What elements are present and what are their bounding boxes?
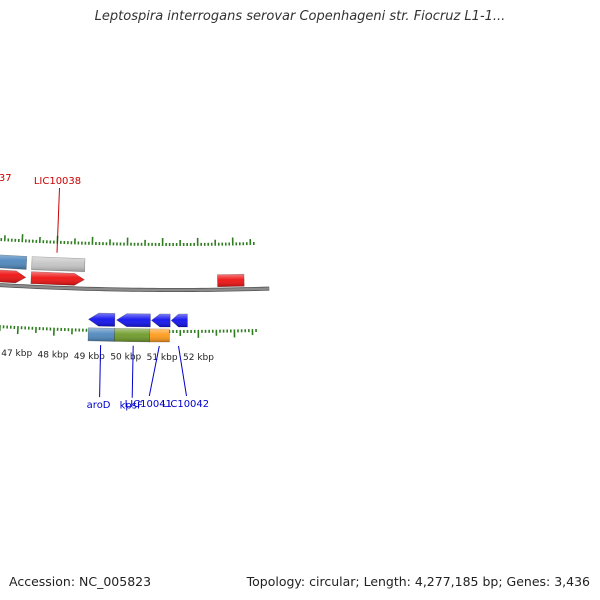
genome-summary-text: Topology: circular; Length: 4,277,185 bp…	[246, 574, 590, 589]
leader-line	[148, 345, 160, 397]
gene-label-kpsf[interactable]: kpsF	[120, 345, 143, 412]
feature-red-gene-3[interactable]	[0, 268, 27, 284]
gene-label-lic10037[interactable]: LIC10037	[0, 173, 12, 249]
gene-label-text: LIC10042	[162, 399, 209, 410]
feature-shading	[30, 271, 85, 286]
feature-shading	[171, 313, 188, 327]
feature-shading	[0, 254, 27, 270]
feature-shading	[149, 328, 170, 342]
feature-olive-cds-bottom[interactable]	[114, 328, 150, 343]
feature-blue-gene-3[interactable]	[151, 313, 171, 328]
feature-blue-gene-2[interactable]	[116, 313, 151, 328]
feature-red-gene-4[interactable]	[30, 271, 85, 286]
gene-label-text: LIC10037	[0, 173, 12, 184]
feature-steel-cds-top[interactable]	[0, 253, 28, 270]
feature-shading	[114, 328, 150, 342]
feature-shading	[151, 313, 171, 327]
scale-label: 47 kbp	[1, 349, 32, 359]
scale-label: 52 kbp	[183, 353, 214, 363]
feature-shading	[217, 274, 245, 287]
backbone-layer	[0, 283, 270, 292]
feature-silver-cds-top[interactable]	[31, 256, 86, 272]
gene-label-lic10038[interactable]: LIC10038	[34, 176, 81, 253]
scale-label: 49 kbp	[74, 352, 105, 362]
feature-red-gene-5[interactable]	[217, 273, 245, 288]
scale-label: 50 kbp	[110, 353, 141, 363]
backbone-line	[0, 283, 270, 292]
leader-line	[56, 187, 60, 253]
feature-steel-cds-bottom[interactable]	[87, 327, 115, 342]
gene-label-arod[interactable]: aroD	[87, 345, 111, 411]
feature-shading	[31, 256, 85, 272]
gene-label-text: LIC10041	[125, 399, 172, 410]
accession-text: Accession: NC_005823	[9, 574, 152, 589]
map-title: Leptospira interrogans serovar Copenhage…	[94, 9, 506, 24]
gene-label-text: kpsF	[120, 401, 143, 412]
label-layer: LIC10036LIC10037LIC10038aroDkpsFLIC10041…	[0, 173, 209, 412]
feature-blue-gene-1[interactable]	[88, 312, 116, 327]
gene-label-lic10042[interactable]: LIC10042	[162, 345, 209, 410]
scale-label: 48 kbp	[38, 351, 69, 361]
leader-line	[178, 345, 187, 397]
feature-shading	[116, 313, 151, 327]
leader-line	[99, 345, 102, 398]
feature-shading	[88, 313, 115, 327]
feature-blue-gene-4[interactable]	[170, 313, 188, 328]
feature-shading	[0, 269, 26, 283]
feature-orange-cds-bottom[interactable]	[149, 328, 170, 343]
feature-shading	[87, 327, 115, 342]
leader-line	[131, 345, 134, 398]
gene-label-lic10041[interactable]: LIC10041	[125, 345, 172, 410]
feature-layer	[0, 253, 245, 343]
scale-label: 51 kbp	[147, 353, 178, 363]
gene-label-text: aroD	[87, 400, 111, 411]
gene-label-text: LIC10038	[34, 176, 81, 187]
